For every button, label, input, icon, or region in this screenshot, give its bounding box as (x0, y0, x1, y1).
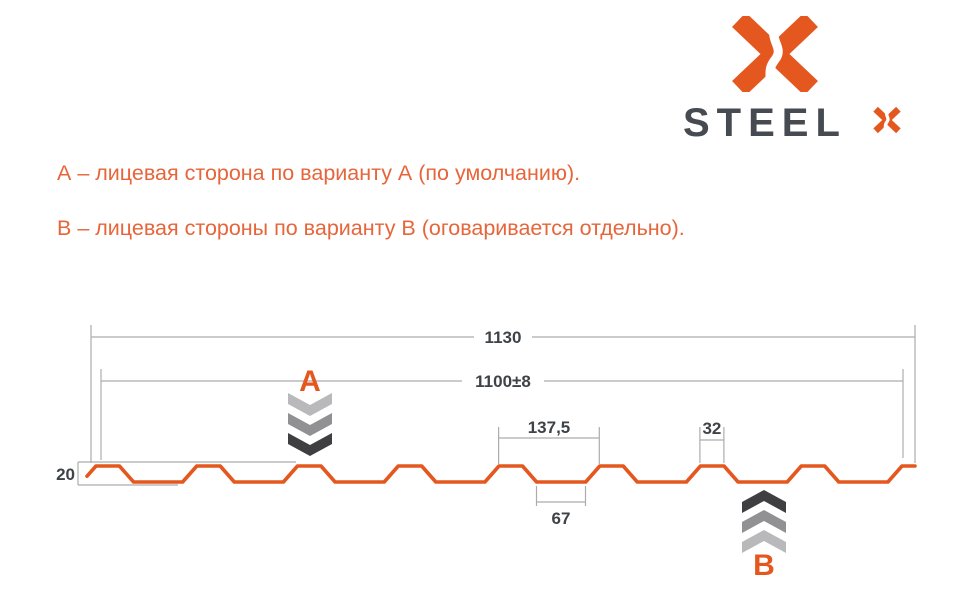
dim-cover-width: 1100±8 (100, 369, 904, 460)
dim-total-width-label: 1130 (485, 328, 522, 347)
steelx-logo-icon (732, 16, 818, 92)
chevron-stripe (742, 510, 786, 533)
chevron-stripe (288, 393, 332, 416)
marker-side-b: В (742, 490, 786, 582)
marker-b-letter: В (753, 549, 775, 582)
marker-a-letter: А (299, 365, 321, 398)
dim-rib-pitch: 137,5 (498, 418, 600, 464)
chevrons-down-icon (288, 393, 332, 456)
sheet-profile-outline (85, 464, 917, 484)
note-variant-a: А – лицевая сторона по варианту А (по ум… (57, 161, 581, 185)
label-backing (474, 327, 532, 346)
dim-valley-label: 67 (552, 509, 571, 528)
note-variant-b: В – лицевая стороны по варианту В (огова… (57, 216, 685, 240)
label-backing (462, 371, 544, 390)
dim-valley: 67 (535, 486, 587, 528)
dim-rib-pitch-label: 137,5 (528, 418, 571, 437)
chevron-stripe (742, 530, 786, 553)
marker-side-a: А (288, 365, 332, 456)
chevron-stripe (288, 433, 332, 456)
brand-x-cutout (882, 108, 890, 133)
logo-s-curve-cutout (761, 17, 783, 92)
brand-x-icon (873, 107, 901, 133)
brand-name: STEEL (683, 101, 847, 145)
dim-height-label: 20 (56, 465, 75, 484)
profile-drawing: 1130 1100±8 137,5 32 67 20 А (56, 325, 917, 582)
dim-rib-crest: 32 (699, 419, 725, 463)
dim-cover-width-label: 1100±8 (475, 372, 531, 391)
dim-rib-crest-label: 32 (702, 419, 721, 438)
chevron-stripe (288, 413, 332, 436)
dim-height: 20 (56, 461, 296, 486)
chevron-stripe (742, 490, 786, 513)
dim-total-width: 1130 (90, 325, 916, 463)
chevrons-up-icon (742, 490, 786, 553)
